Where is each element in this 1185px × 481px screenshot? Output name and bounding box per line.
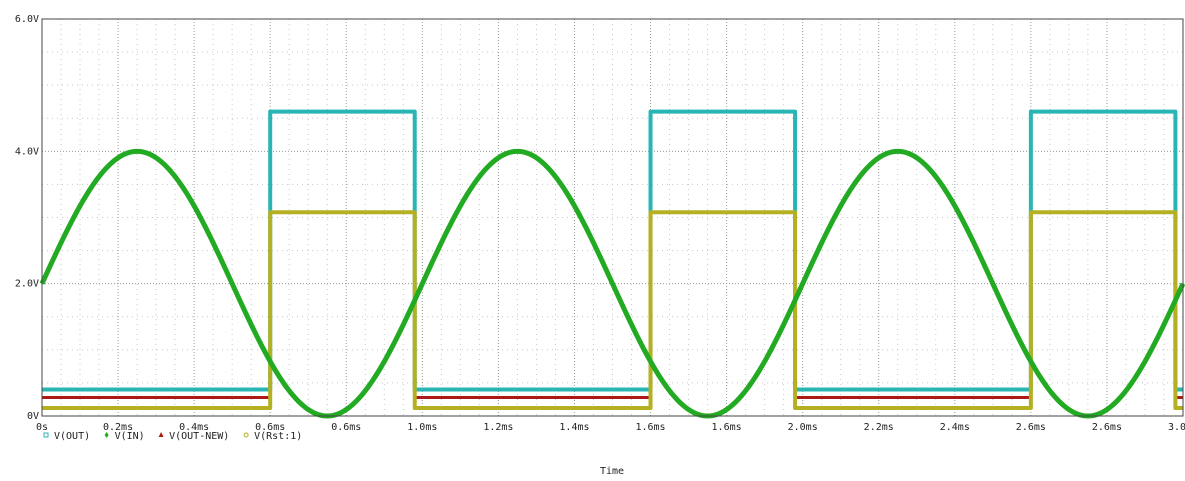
legend-entry: V(OUT-NEW) (158, 431, 229, 442)
legend-entry: V(IN) (104, 431, 145, 442)
x-tick-label: 2.6ms (1092, 422, 1122, 433)
y-axis-ticks: 0V 2.0V 4.0V 6.0V (15, 14, 39, 422)
x-tick-label: 2.2ms (864, 422, 894, 433)
legend-entry: V(OUT) (43, 431, 90, 442)
x-tick-label: 0.6ms (331, 422, 361, 433)
y-tick-label: 6.0V (15, 14, 39, 25)
x-tick-label: 2.6ms (1016, 422, 1046, 433)
legend-label: V(OUT-NEW) (169, 431, 229, 442)
x-tick-label: 1.0ms (407, 422, 437, 433)
series-line-v-in (39, 148, 1185, 419)
legend-marker-square (43, 432, 49, 438)
y-tick-label: 0V (27, 411, 39, 422)
legend-label: V(Rst:1) (254, 431, 302, 442)
x-tick-label: 1.6ms (712, 422, 742, 433)
series-line-v-rst-1 (42, 210, 1183, 411)
legend-label: V(OUT) (54, 431, 90, 442)
plot-frame (41, 18, 1184, 417)
legend-marker-circle (243, 432, 249, 438)
y-tick-label: 4.0V (15, 146, 39, 157)
series-layer (39, 109, 1185, 419)
legend-marker-diamond (104, 432, 109, 438)
series-line-v-out (42, 109, 1183, 392)
x-tick-label: 0.4ms (179, 422, 209, 433)
legend-label: V(IN) (115, 431, 145, 442)
x-tick-label: 0.6ms (255, 422, 285, 433)
x-tick-label: 3.0ms (1168, 422, 1185, 433)
x-tick-label: 1.6ms (635, 422, 665, 433)
x-tick-label: 0.2ms (103, 422, 133, 433)
legend-marker-triangle (158, 432, 164, 437)
y-tick-label: 2.0V (15, 279, 39, 290)
x-axis-ticks: 0s 0.2ms 0.4ms 0.6ms 0.6ms 1.0ms 1.2ms 1.4ms 1.6… (36, 422, 1185, 433)
x-tick-label: 1.4ms (559, 422, 589, 433)
x-tick-label: 2.4ms (940, 422, 970, 433)
x-axis-label: Time (600, 466, 624, 477)
minor-grid (42, 19, 1183, 416)
x-tick-label: 1.2ms (483, 422, 513, 433)
x-tick-label: 2.0ms (788, 422, 818, 433)
x-tick-label: 0s (36, 422, 48, 433)
legend-entry: V(Rst:1) (243, 431, 302, 442)
legend: V(OUT) V(IN) V(OUT-NEW) V(Rst:1) (43, 431, 302, 442)
